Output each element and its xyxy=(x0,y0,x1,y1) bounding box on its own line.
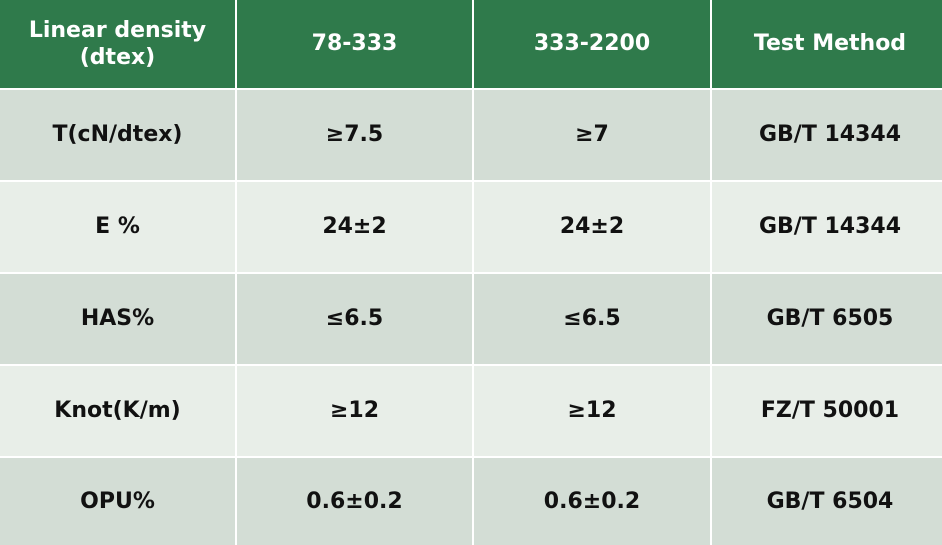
table-cell: ≤6.5 xyxy=(237,274,472,364)
header-cell: Linear density (dtex) xyxy=(0,0,235,88)
table-cell: ≤6.5 xyxy=(474,274,710,364)
table-cell: Knot(K/m) xyxy=(0,366,235,456)
table-cell: E % xyxy=(0,182,235,272)
table-cell: GB/T 14344 xyxy=(712,182,942,272)
header-cell: 78-333 xyxy=(237,0,472,88)
table-cell: ≥7 xyxy=(474,90,710,180)
table-cell: FZ/T 50001 xyxy=(712,366,942,456)
header-cell: Test Method xyxy=(712,0,942,88)
table-cell: ≥7.5 xyxy=(237,90,472,180)
header-cell: 333-2200 xyxy=(474,0,710,88)
table-cell: GB/T 6504 xyxy=(712,458,942,545)
table-cell: 0.6±0.2 xyxy=(237,458,472,545)
table-cell: 24±2 xyxy=(474,182,710,272)
table-cell: OPU% xyxy=(0,458,235,545)
table-cell: 0.6±0.2 xyxy=(474,458,710,545)
table-cell: T(cN/dtex) xyxy=(0,90,235,180)
table-cell: 24±2 xyxy=(237,182,472,272)
table-cell: GB/T 14344 xyxy=(712,90,942,180)
table-cell: ≥12 xyxy=(474,366,710,456)
table-cell: ≥12 xyxy=(237,366,472,456)
table-cell: HAS% xyxy=(0,274,235,364)
table-cell: GB/T 6505 xyxy=(712,274,942,364)
